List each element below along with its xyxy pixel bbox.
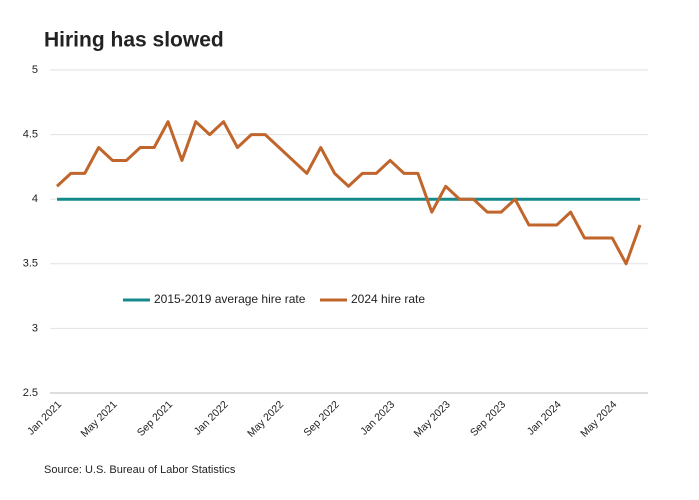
y-tick-label: 2.5 — [23, 387, 38, 399]
x-tick-label: May 2023 — [412, 398, 453, 439]
x-tick-label: Jan 2021 — [25, 398, 64, 437]
y-tick-label: 5 — [32, 64, 38, 76]
x-tick-label: May 2022 — [245, 398, 286, 439]
y-tick-label: 4.5 — [23, 129, 38, 141]
y-tick-label: 3.5 — [23, 258, 38, 270]
x-tick-label: Sep 2022 — [301, 398, 341, 438]
y-tick-label: 4 — [32, 193, 38, 205]
chart-title: Hiring has slowed — [44, 29, 224, 52]
x-tick-label: Sep 2021 — [135, 398, 175, 438]
x-tick-label: Sep 2023 — [468, 398, 508, 438]
data-line — [55, 120, 642, 266]
legend-label: 2015-2019 average hire rate — [154, 292, 306, 306]
legend-label: 2024 hire rate — [351, 292, 425, 306]
x-tick-label: Jan 2023 — [358, 398, 397, 437]
x-tick-label: Jan 2024 — [525, 398, 564, 437]
x-tick-label: May 2024 — [578, 398, 619, 439]
x-tick-label: May 2021 — [79, 398, 120, 439]
source-note: Source: U.S. Bureau of Labor Statistics — [44, 464, 236, 476]
x-tick-label: Jan 2022 — [192, 398, 231, 437]
y-tick-label: 3 — [32, 322, 38, 334]
